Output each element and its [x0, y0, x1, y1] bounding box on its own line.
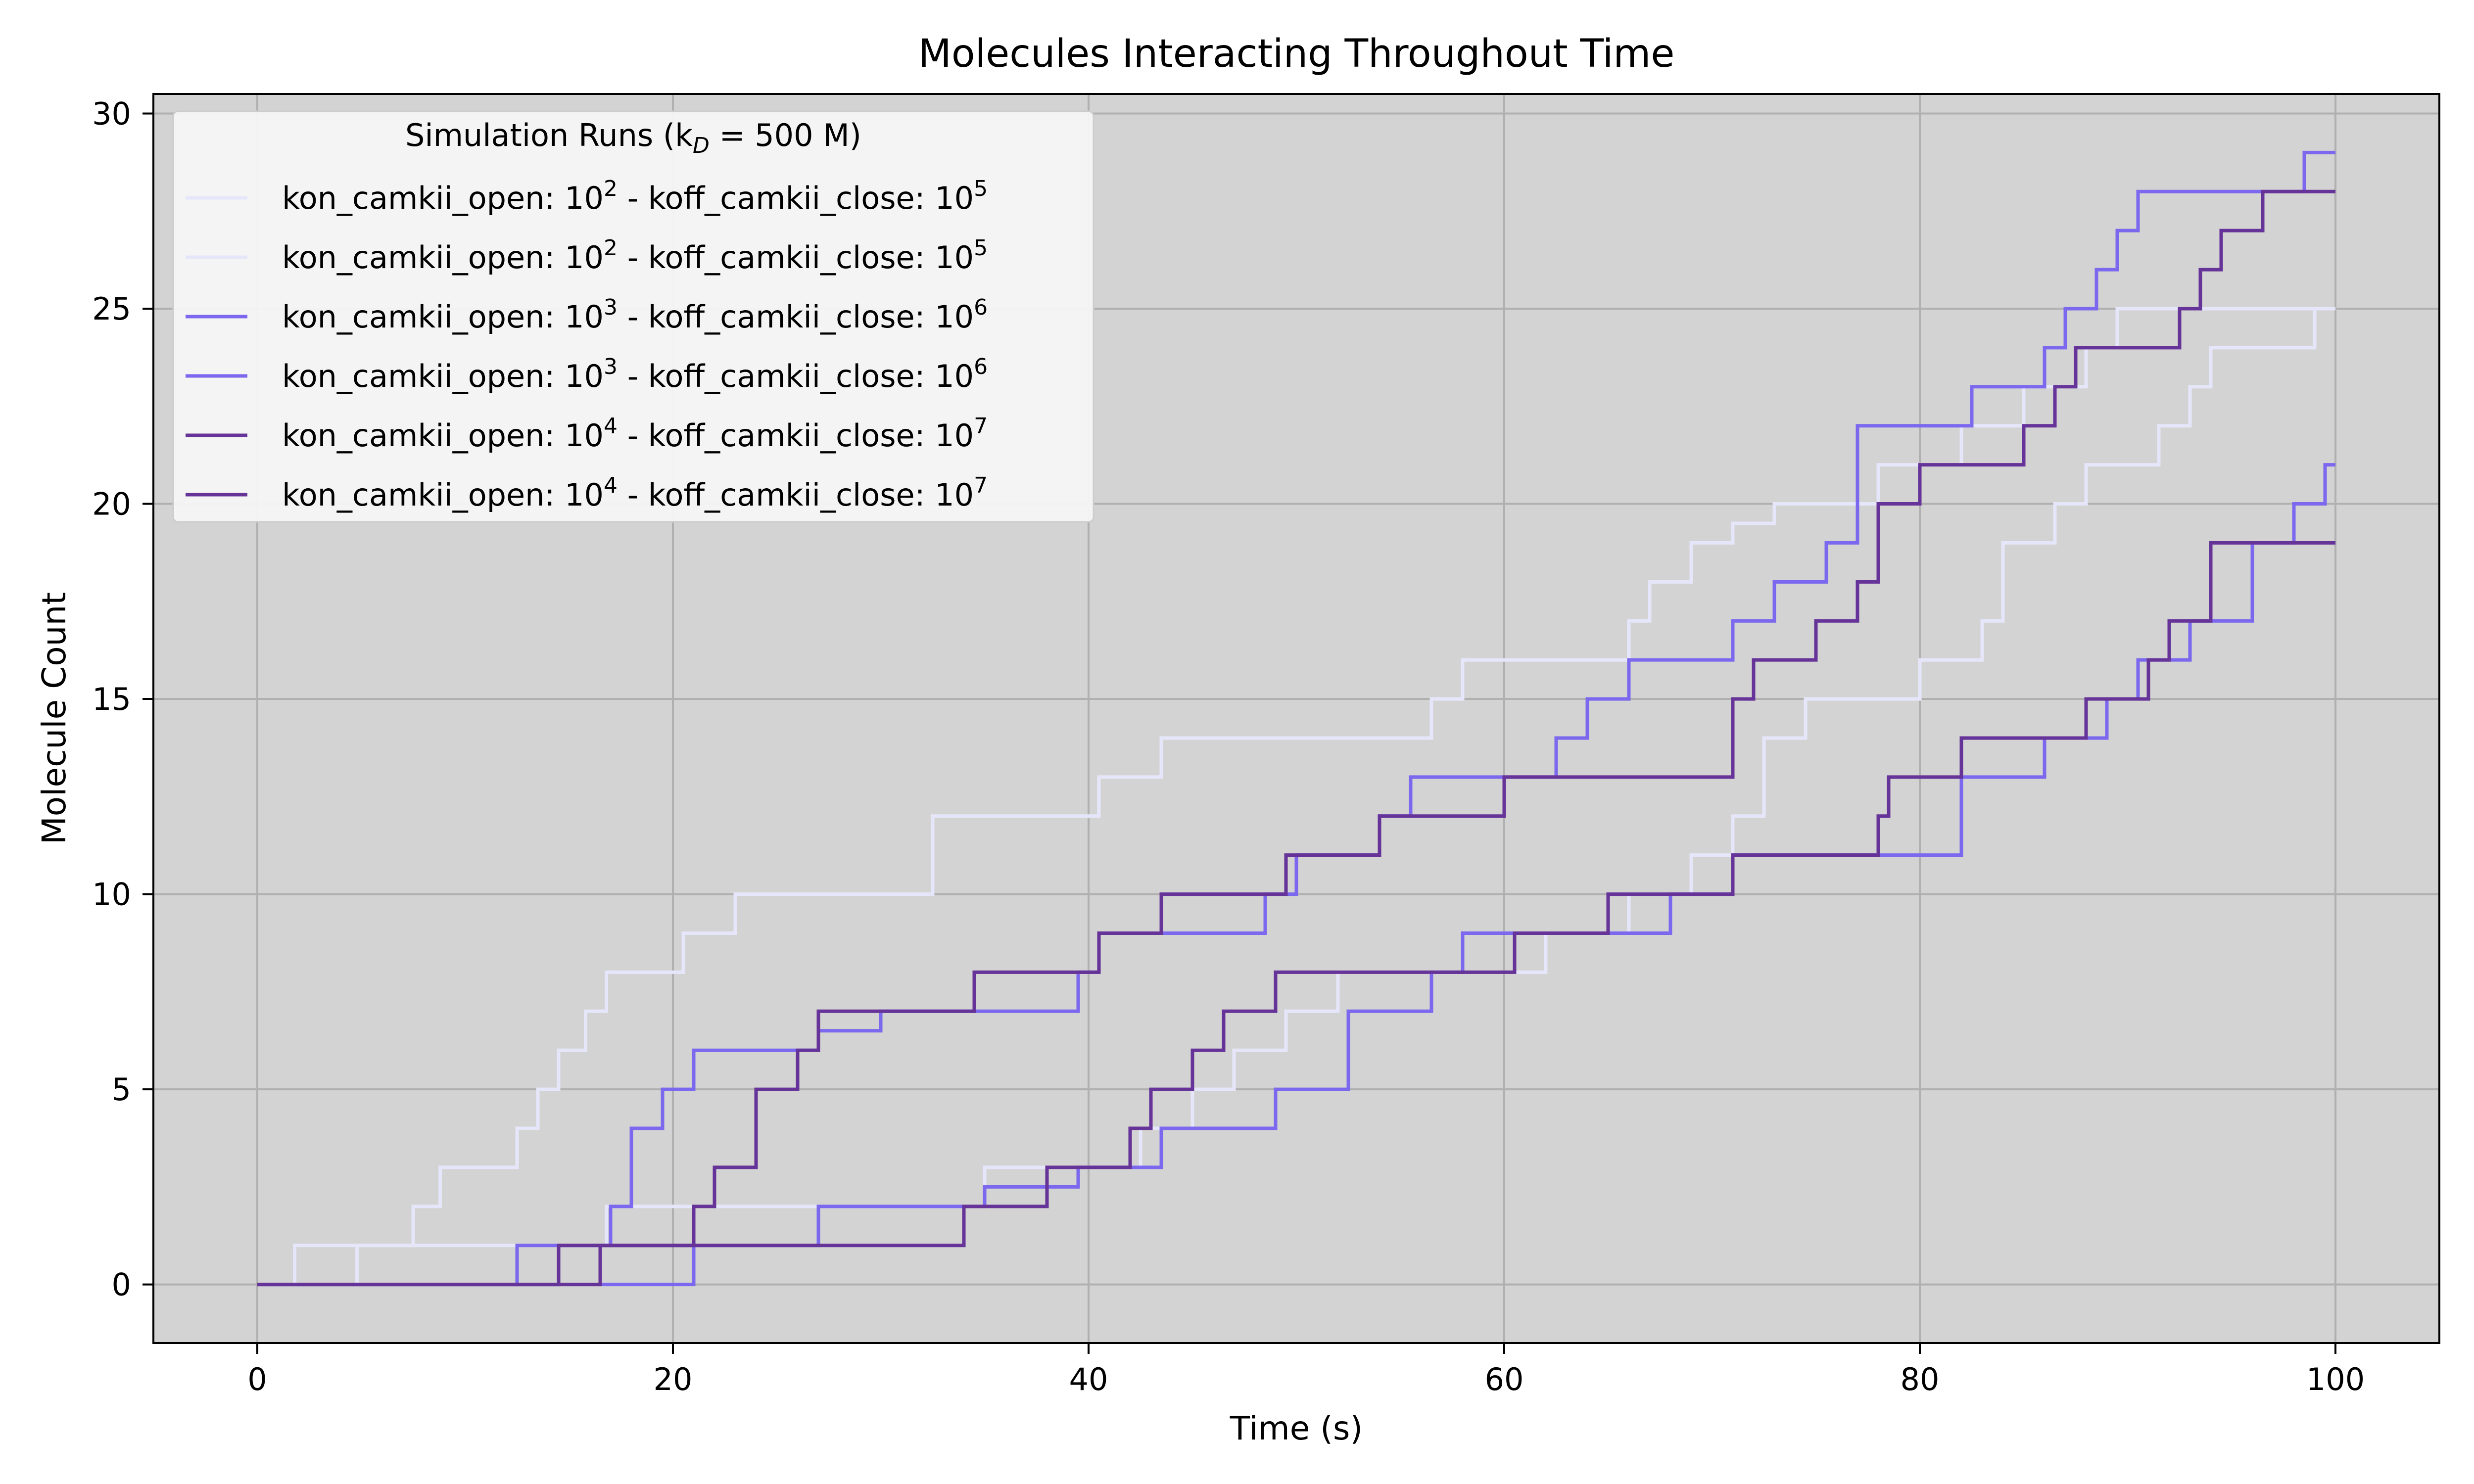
y-tick-label: 5 [112, 1071, 131, 1108]
legend-entry-label: kon_camkii_open: 102 - koff_camkii_close… [282, 176, 988, 216]
legend-entry-label: kon_camkii_open: 104 - koff_camkii_close… [282, 473, 988, 513]
legend-entry-label: kon_camkii_open: 103 - koff_camkii_close… [282, 354, 988, 394]
y-tick-label: 30 [92, 95, 131, 132]
y-axis-label: Molecule Count [35, 592, 73, 844]
series-line-5 [257, 189, 2335, 1287]
y-tick-label: 20 [92, 486, 131, 522]
series-line-4 [257, 463, 2335, 1287]
chart-title: Molecules Interacting Throughout Time [918, 32, 1675, 76]
x-tick-label: 80 [1901, 1361, 1940, 1397]
series-line-3 [257, 150, 2335, 1287]
plot-frame [152, 93, 2440, 1344]
legend-entry-label: kon_camkii_open: 102 - koff_camkii_close… [282, 235, 988, 276]
legend-title: Simulation Runs (kD = 500 M) [405, 117, 861, 158]
legend-box [172, 110, 1094, 523]
y-tick-label: 25 [92, 291, 131, 327]
y-tick-label: 10 [92, 877, 131, 913]
legend-entry-label: kon_camkii_open: 103 - koff_camkii_close… [282, 295, 988, 335]
x-tick-label: 60 [1485, 1361, 1524, 1397]
legend: Simulation Runs (kD = 500 M) kon_camkii_o… [172, 110, 1094, 523]
y-tick-label: 0 [112, 1267, 131, 1303]
legend-entry-label: kon_camkii_open: 104 - koff_camkii_close… [282, 414, 988, 454]
x-tick-label: 40 [1069, 1361, 1108, 1397]
y-tick-label: 15 [92, 681, 131, 717]
series-line-6 [257, 541, 2335, 1287]
x-tick-label: 100 [2306, 1361, 2365, 1397]
x-tick-label: 20 [654, 1361, 693, 1397]
x-tick-label: 0 [247, 1361, 267, 1397]
x-axis-label: Time (s) [1230, 1409, 1363, 1447]
